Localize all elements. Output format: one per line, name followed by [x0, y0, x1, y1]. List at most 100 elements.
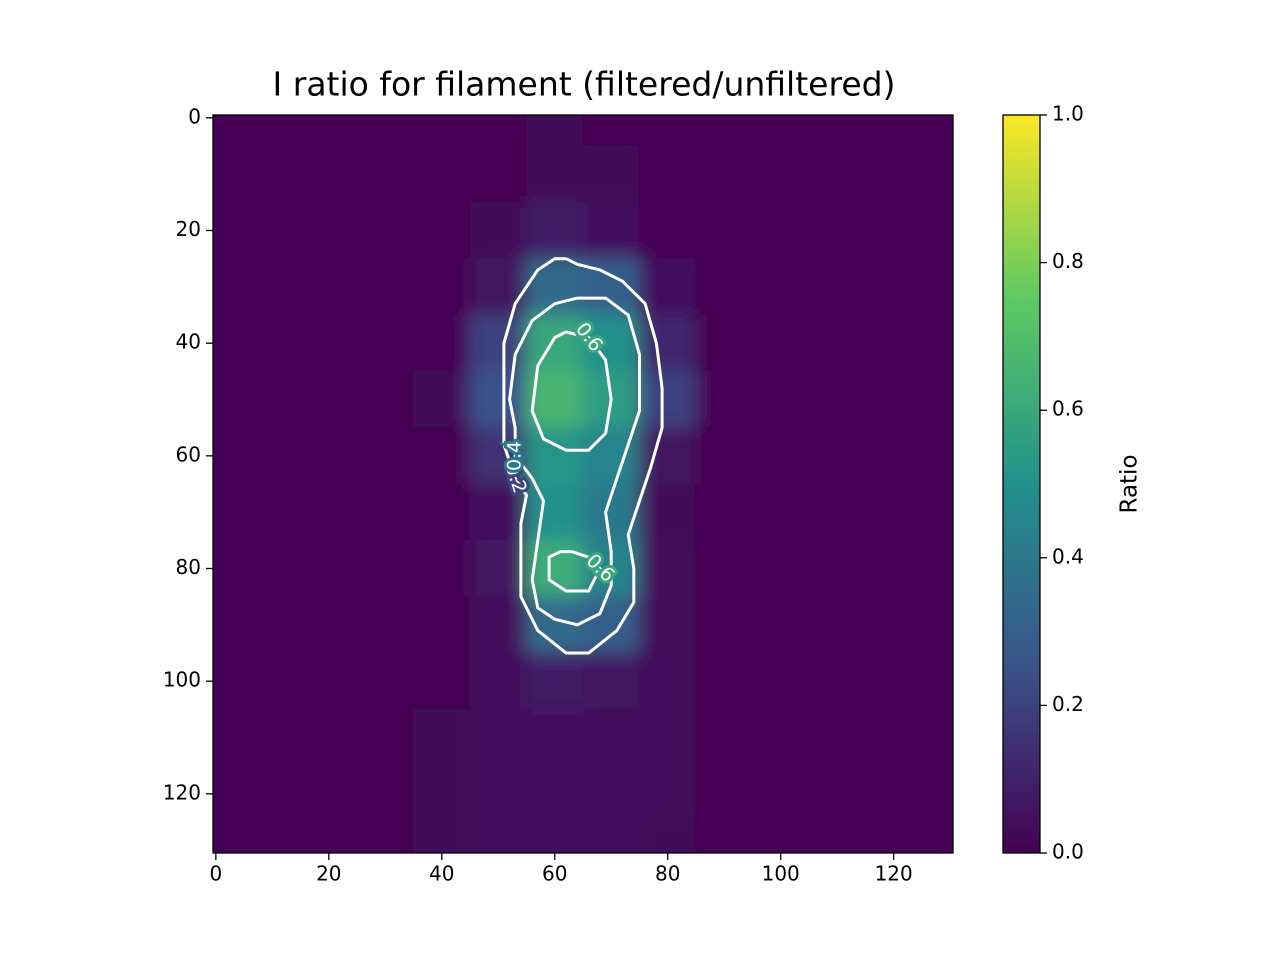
heatmap-cell — [300, 258, 358, 316]
y-tick-label: 40 — [176, 330, 201, 354]
heatmap-cell — [213, 821, 245, 853]
heatmap-cell — [526, 821, 584, 853]
heatmap-cell — [213, 765, 245, 823]
heatmap-cell — [695, 115, 753, 147]
heatmap-cell — [469, 539, 528, 598]
heatmap-cell — [638, 483, 697, 541]
heatmap-cell — [356, 314, 415, 372]
heatmap-cell — [300, 201, 358, 260]
x-tick-label: 20 — [316, 862, 341, 886]
heatmap-cell — [921, 821, 953, 853]
heatmap-cell — [582, 765, 640, 823]
contour-line — [502, 257, 664, 655]
heatmap-cell — [695, 765, 753, 823]
heatmap-cell — [213, 652, 245, 710]
colorbar-tick-label: 0.4 — [1052, 544, 1084, 568]
heatmap-cell — [356, 708, 415, 767]
heatmap-cell — [751, 258, 810, 316]
heatmap-cell — [751, 821, 810, 853]
heatmap-cell — [864, 201, 923, 260]
heatmap-cell — [921, 427, 953, 485]
colorbar — [1002, 114, 1041, 854]
heatmap-cell — [808, 652, 866, 710]
heatmap-cell — [695, 652, 753, 710]
heatmap-cell — [469, 483, 528, 541]
heatmap-cell — [695, 427, 753, 485]
heatmap-cell — [864, 314, 923, 372]
colorbar-tick-label: 1.0 — [1052, 102, 1084, 126]
y-tick-label: 120 — [163, 780, 201, 804]
heatmap-cell — [469, 258, 528, 316]
heatmap-cell — [243, 596, 302, 654]
heatmap-cell — [469, 115, 528, 147]
heatmap-cell — [808, 115, 866, 147]
heatmap-cell — [695, 201, 753, 260]
heatmap-cell — [808, 596, 866, 654]
heatmap-cell — [300, 765, 358, 823]
heatmap-cell — [213, 145, 245, 203]
heatmap-cell — [921, 370, 953, 429]
heatmap-cell — [638, 652, 697, 710]
heatmap-cell — [356, 483, 415, 541]
heatmap-cell — [638, 765, 697, 823]
heatmap-cell — [356, 115, 415, 147]
heatmap-cell — [638, 145, 697, 203]
heatmap-cell — [695, 539, 753, 598]
heatmap-cell — [413, 145, 471, 203]
heatmap-cell — [808, 314, 866, 372]
heatmap-cell — [751, 427, 810, 485]
colorbar-tick-label: 0.2 — [1052, 692, 1084, 716]
heatmap-cell — [695, 370, 753, 429]
heatmap-cell — [469, 314, 528, 372]
heatmap-cell — [921, 652, 953, 710]
heatmap-cell — [356, 145, 415, 203]
heatmap-cell — [808, 427, 866, 485]
colorbar-label: Ratio — [1117, 454, 1143, 513]
heatmap-cell — [469, 652, 528, 710]
heatmap-cell — [356, 765, 415, 823]
heatmap-cell — [526, 708, 584, 767]
heatmap-cell — [695, 596, 753, 654]
heatmap-cell — [243, 258, 302, 316]
heatmap-cell — [213, 596, 245, 654]
contour-label: 0.4 — [504, 441, 526, 471]
x-tick-label: 120 — [875, 862, 913, 886]
x-tick-label: 0 — [209, 862, 222, 886]
heatmap-cell — [864, 145, 923, 203]
x-tick-label: 40 — [429, 862, 454, 886]
heatmap-cell — [243, 370, 302, 429]
heatmap-cell — [808, 483, 866, 541]
heatmap-cell — [243, 483, 302, 541]
heatmap-cell — [213, 258, 245, 316]
y-tick-label: 20 — [176, 217, 201, 241]
contour-line — [547, 550, 602, 593]
contour-line — [508, 296, 641, 627]
heatmap-cell — [356, 370, 415, 429]
heatmap-cell — [356, 821, 415, 853]
heatmap-cell — [300, 427, 358, 485]
heatmap-cell — [808, 821, 866, 853]
heatmap-cell — [921, 765, 953, 823]
heatmap-cell — [751, 370, 810, 429]
heatmap-cell — [300, 821, 358, 853]
heatmap-cell — [526, 652, 584, 710]
heatmap-cell — [751, 201, 810, 260]
heatmap-cell — [413, 115, 471, 147]
heatmap-cell — [864, 258, 923, 316]
heatmap-cell — [469, 427, 528, 485]
heatmap-cell — [921, 483, 953, 541]
heatmap-cell — [864, 708, 923, 767]
heatmap-cell — [526, 483, 584, 541]
heatmap-cell — [413, 596, 471, 654]
heatmap-cell — [356, 539, 415, 598]
heatmap-cell — [300, 314, 358, 372]
heatmap-cell — [921, 596, 953, 654]
colorbar-tick-label: 0.0 — [1052, 840, 1084, 864]
heatmap-cell — [300, 483, 358, 541]
heatmap-cell — [413, 821, 471, 853]
heatmap-cell — [300, 145, 358, 203]
heatmap-cell — [300, 596, 358, 654]
heatmap-cell — [921, 539, 953, 598]
heatmap-cell — [921, 708, 953, 767]
